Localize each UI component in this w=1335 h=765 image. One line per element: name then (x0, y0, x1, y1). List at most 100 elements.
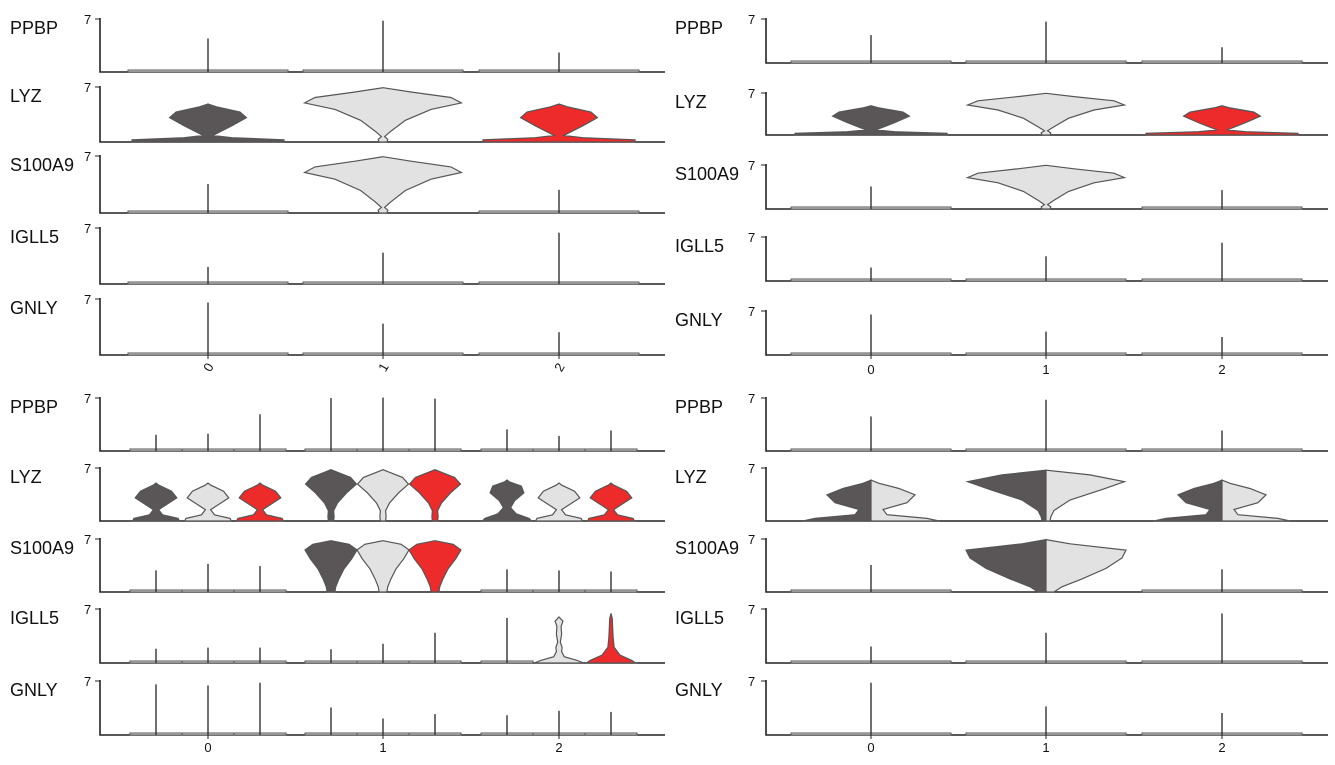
gene-row-s100a9: S100A9 7 (675, 532, 1328, 593)
row-axes (99, 538, 665, 593)
row-axes (765, 164, 1328, 210)
violin-lyz-cat-2-violin-right (1221, 479, 1291, 522)
x-tick-label: 1 (375, 360, 392, 374)
gene-label: S100A9 (675, 538, 739, 558)
row-axes (99, 397, 665, 452)
violin-lyz-cat-0-sub-1-violin (183, 482, 233, 522)
gene-label: IGLL5 (675, 608, 724, 628)
y-tick-label: 7 (748, 86, 755, 101)
violin-lyz-cat-0-sub-2-violin (235, 482, 285, 522)
violin-lyz-cat-2-violin (1145, 105, 1299, 136)
row-axes (765, 92, 1328, 136)
gene-row-igll5: IGLL5 7 (675, 602, 1328, 664)
x-tick-label: 1 (1042, 362, 1049, 377)
gene-row-igll5: IGLL5 7 (10, 602, 665, 664)
x-tick-label: 0 (204, 740, 211, 755)
gene-row-igll5: IGLL5 7 (10, 221, 665, 285)
x-tick-label: 0 (867, 740, 874, 755)
gene-label: GNLY (675, 680, 723, 700)
violin-lyz-cat-1-sub-2-violin (408, 469, 462, 522)
gene-label: LYZ (675, 92, 707, 112)
gene-row-ppbp: PPBP 7 (675, 12, 1328, 64)
gene-label: LYZ (10, 467, 42, 487)
gene-label: S100A9 (10, 538, 74, 558)
violin-panel-1: PPBP 7 LYZ 7 S100A9 7 IGLL5 7 GNLY 7 0 1 2 (10, 12, 665, 374)
y-tick-label: 7 (748, 674, 755, 689)
violin-lyz-cat-1-sub-1-violin (356, 469, 410, 522)
violin-lyz-cat-2-sub-2-violin (586, 482, 636, 522)
x-tick-label: 1 (1042, 740, 1049, 755)
violin-lyz-cat-1-violin-left (965, 469, 1047, 522)
y-tick-label: 7 (84, 292, 91, 307)
y-tick-label: 7 (748, 12, 755, 27)
y-tick-label: 7 (748, 532, 755, 547)
gene-label: S100A9 (10, 155, 74, 175)
y-tick-label: 7 (748, 158, 755, 173)
gene-row-gnly: GNLY 7 (675, 674, 1328, 736)
x-tick-label: 0 (867, 362, 874, 377)
gene-label: GNLY (10, 680, 58, 700)
gene-row-lyz: LYZ 7 (10, 461, 665, 522)
row-axes (99, 467, 665, 522)
violin-igll5-cat-2-sub-2-violin (584, 613, 638, 664)
violin-panel-4: PPBP 7 LYZ 7 S100A9 7 IGLL5 7 GNLY 7 0 1 2 (675, 391, 1328, 755)
x-tick-label: 2 (551, 360, 568, 374)
x-tick-label: 1 (379, 740, 386, 755)
violin-lyz-cat-0-violin-right (870, 479, 940, 522)
row-axes (765, 538, 1328, 593)
violin-lyz-cat-2-violin-left (1153, 479, 1223, 522)
violin-lyz-cat-0-violin (131, 103, 285, 143)
y-tick-label: 7 (84, 532, 91, 547)
violin-s100a9-cat-1-violin-left (965, 538, 1047, 593)
y-tick-label: 7 (84, 149, 91, 164)
violin-lyz-cat-2-sub-1-violin (534, 482, 584, 522)
violin-lyz-cat-0-violin (794, 105, 948, 136)
violin-lyz-cat-2-violin (482, 103, 636, 143)
row-axes (99, 680, 665, 736)
row-axes (99, 18, 665, 73)
row-axes (765, 467, 1328, 522)
y-tick-label: 7 (84, 221, 91, 236)
row-axes (765, 397, 1328, 452)
y-tick-label: 7 (748, 602, 755, 617)
violin-lyz-cat-2-sub-0-violin (480, 479, 534, 522)
gene-row-lyz: LYZ 7 (675, 86, 1328, 136)
row-axes (765, 310, 1328, 356)
violin-s100a9-cat-1-sub-1-violin (356, 540, 410, 593)
violin-s100a9-cat-1-sub-0-violin (304, 540, 358, 593)
violin-panel-2: PPBP 7 LYZ 7 S100A9 7 IGLL5 7 GNLY 7 0 1 2 (675, 12, 1328, 377)
violin-s100a9-cat-1-violin (965, 164, 1127, 210)
row-axes (99, 608, 665, 664)
x-tick-label: 2 (555, 740, 562, 755)
y-tick-label: 7 (84, 461, 91, 476)
violin-lyz-cat-1-violin (302, 87, 464, 143)
gene-label: PPBP (675, 18, 723, 38)
row-axes (765, 680, 1328, 736)
gene-row-s100a9: S100A9 7 (10, 149, 665, 214)
y-tick-label: 7 (84, 80, 91, 95)
gene-label: PPBP (10, 18, 58, 38)
gene-row-lyz: LYZ 7 (10, 80, 665, 143)
gene-row-ppbp: PPBP 7 (10, 391, 665, 452)
gene-label: GNLY (10, 298, 58, 318)
gene-row-gnly: GNLY 7 (10, 674, 665, 736)
gene-row-lyz: LYZ 7 (675, 461, 1328, 522)
gene-label: GNLY (675, 310, 723, 330)
violin-panel-3: PPBP 7 LYZ 7 S100A9 7 IGLL5 7 GNLY 7 0 1 2 (10, 391, 665, 755)
row-axes (765, 236, 1328, 282)
gene-label: IGLL5 (10, 227, 59, 247)
gene-row-igll5: IGLL5 7 (675, 230, 1328, 282)
row-axes (99, 298, 665, 356)
row-axes (99, 155, 665, 214)
y-tick-label: 7 (748, 461, 755, 476)
gene-row-gnly: GNLY 7 (10, 292, 665, 356)
violin-s100a9-cat-1-sub-2-violin (408, 540, 462, 593)
gene-label: PPBP (675, 397, 723, 417)
gene-label: PPBP (10, 397, 58, 417)
x-tick-label: 2 (1218, 740, 1225, 755)
gene-row-ppbp: PPBP 7 (10, 12, 665, 73)
gene-label: IGLL5 (675, 236, 724, 256)
y-tick-label: 7 (84, 12, 91, 27)
y-tick-label: 7 (748, 230, 755, 245)
